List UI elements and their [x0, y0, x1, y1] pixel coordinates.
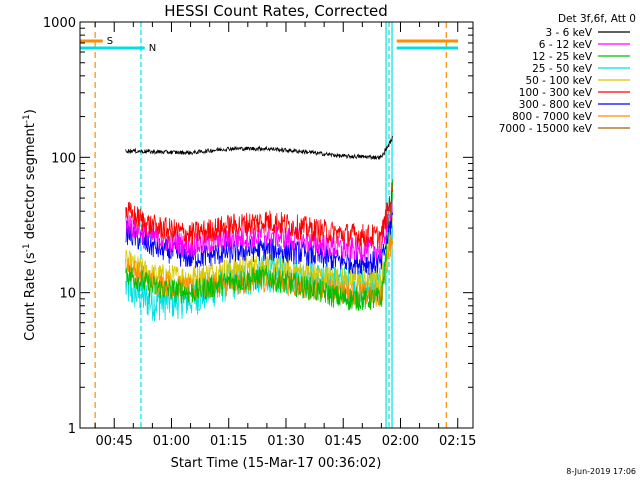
- legend-label: 800 - 7000 keV: [512, 111, 593, 123]
- x-tick-label: 02:15: [439, 434, 476, 449]
- y-axis-label-mid: detector segment: [23, 123, 38, 243]
- series-line: [125, 179, 394, 311]
- y-axis-label: Count Rate (s-1 detector segment-1): [22, 109, 38, 341]
- x-tick-label: 00:45: [95, 434, 132, 449]
- axes: 1 10 100 1000 00:45 01:00 01:15 01:30 01:45 02:00…: [43, 16, 477, 449]
- legend-label: 7000 - 15000 keV: [499, 123, 593, 135]
- s-label: S: [107, 36, 113, 47]
- y-axis-label-sup1: -1: [22, 243, 32, 252]
- legend-label: 300 - 800 keV: [519, 99, 593, 111]
- legend-label: 25 - 50 keV: [532, 63, 593, 75]
- y-axis-label-sup2: -1: [22, 114, 32, 123]
- n-label: N: [149, 43, 156, 54]
- y-axis-label-end: ): [23, 109, 38, 114]
- plot-area: SN: [80, 22, 458, 428]
- legend-label: 12 - 25 keV: [532, 51, 593, 63]
- legend-header: Det 3f,6f, Att 0: [558, 13, 636, 25]
- y-tick-label: 100: [51, 151, 76, 166]
- series-line: [125, 135, 394, 161]
- y-tick-label: 1000: [43, 16, 76, 31]
- x-tick-label: 01:00: [153, 434, 190, 449]
- y-tick-label: 1: [68, 422, 76, 437]
- series-line: [125, 212, 394, 275]
- plot-frame: [79, 21, 474, 429]
- chart-title: HESSI Count Rates, Corrected: [164, 2, 388, 20]
- legend-label: 50 - 100 keV: [525, 75, 592, 87]
- y-axis-label-main: Count Rate (s: [23, 252, 38, 341]
- legend-label: 3 - 6 keV: [545, 27, 592, 39]
- x-tick-label: 01:15: [210, 434, 247, 449]
- x-tick-label: 02:00: [382, 434, 419, 449]
- x-tick-label: 01:45: [324, 434, 361, 449]
- series-line: [125, 199, 393, 262]
- series-line: [125, 182, 394, 249]
- x-axis-label: Start Time (15-Mar-17 00:36:02): [171, 456, 382, 471]
- legend-label: 6 - 12 keV: [539, 39, 593, 51]
- date-stamp: 8-Jun-2019 17:06: [566, 467, 636, 476]
- y-tick-label: 10: [59, 287, 76, 302]
- x-tick-label: 01:30: [267, 434, 304, 449]
- legend-label: 100 - 300 keV: [519, 87, 593, 99]
